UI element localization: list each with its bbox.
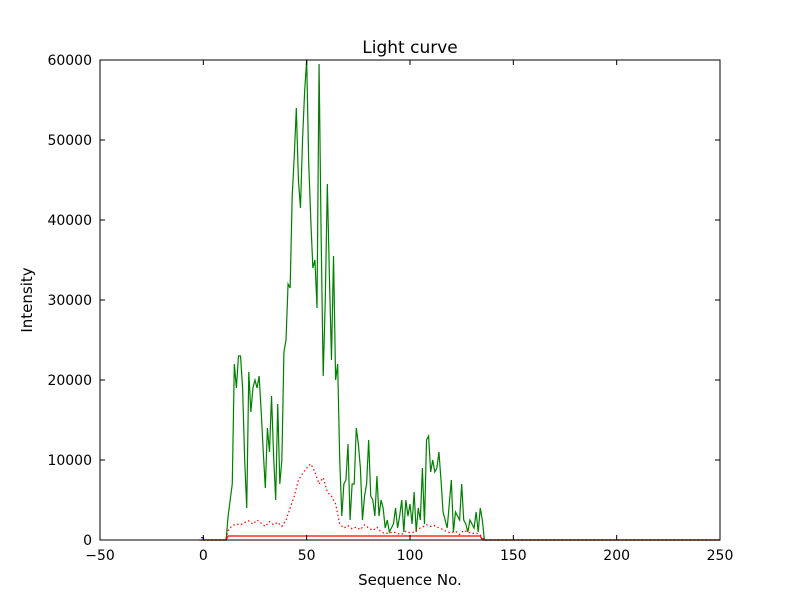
series-line-0 (203, 59, 720, 541)
x-tick-label: 150 (500, 548, 527, 564)
series-line-1 (203, 463, 720, 541)
ticks-layer: −50 0 50 100 150 200 2500100002000030000400005… (47, 53, 733, 564)
y-tick-label: 40000 (47, 213, 92, 229)
x-tick-label: 0 (199, 548, 208, 564)
series-layer (199, 59, 720, 541)
x-tick-label: 200 (603, 548, 630, 564)
y-tick-label: 50000 (47, 133, 92, 149)
series-line-2 (199, 535, 720, 541)
y-tick-label: 20000 (47, 373, 92, 389)
x-tick-label: 100 (397, 548, 424, 564)
x-tick-label: 50 (298, 548, 316, 564)
y-tick-label: 30000 (47, 293, 92, 309)
x-tick-label: −50 (85, 548, 115, 564)
chart-title: Light curve (362, 38, 457, 58)
y-tick-label: 10000 (47, 453, 92, 469)
y-tick-label: 60000 (47, 53, 92, 69)
y-axis-label: Intensity (18, 267, 36, 332)
plot-frame (99, 59, 721, 541)
x-axis-label: Sequence No. (358, 571, 462, 589)
y-tick-label: 0 (83, 533, 92, 549)
x-tick-label: 250 (707, 548, 734, 564)
